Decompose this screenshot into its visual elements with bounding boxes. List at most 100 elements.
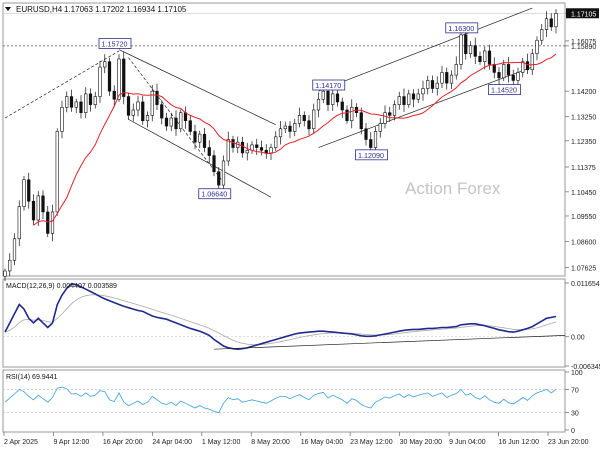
candle-body bbox=[74, 101, 78, 108]
candle-body bbox=[150, 90, 154, 116]
macd-tick-label: 0.011654 bbox=[571, 281, 600, 288]
candle-body bbox=[283, 125, 287, 130]
candle-body bbox=[98, 66, 102, 97]
candle-body bbox=[160, 104, 164, 119]
candle-body bbox=[50, 211, 55, 234]
candle-body bbox=[511, 74, 515, 81]
price-label-text: 1.06640 bbox=[201, 190, 227, 199]
candle-body bbox=[359, 112, 363, 130]
candle-body bbox=[269, 147, 273, 154]
macd-tick-label: -0.006345 bbox=[571, 364, 600, 371]
candle-body bbox=[388, 112, 392, 116]
candle-body bbox=[84, 93, 88, 113]
time-tick-label: 9 Jun 04:00 bbox=[449, 439, 486, 446]
candle-body bbox=[46, 211, 50, 234]
candle-body bbox=[468, 45, 473, 54]
candle-body bbox=[41, 195, 45, 213]
macd-line bbox=[4, 282, 557, 351]
candle-body bbox=[117, 58, 121, 100]
time-tick-label: 16 Jun 12:00 bbox=[499, 439, 540, 446]
candle-body bbox=[478, 56, 482, 62]
time-tick-label: 9 Apr 12:00 bbox=[53, 439, 89, 446]
macd-title: MACD(12,26,9) 0.004407 0.003589 bbox=[6, 283, 117, 290]
candle-body bbox=[198, 133, 202, 143]
candle-body bbox=[316, 98, 321, 111]
candle-body bbox=[278, 128, 283, 138]
candle-body bbox=[487, 50, 492, 65]
candle-body bbox=[483, 50, 487, 62]
candle-body bbox=[240, 141, 245, 154]
rsi-tick-label: 70 bbox=[571, 387, 579, 394]
price-label-box bbox=[198, 188, 232, 200]
price-label-box bbox=[445, 22, 479, 34]
candle-body bbox=[544, 18, 549, 30]
candle-body bbox=[202, 133, 207, 148]
candle-body bbox=[350, 107, 354, 122]
candle-body bbox=[103, 61, 107, 68]
candle-body bbox=[31, 200, 36, 221]
candle-body bbox=[122, 58, 126, 97]
candle-body bbox=[55, 131, 59, 213]
price-tick-label: 1.13250 bbox=[571, 115, 596, 122]
price-label-box bbox=[355, 149, 388, 161]
candle-body bbox=[302, 115, 306, 122]
time-axis: 2 Apr 2025 9 Apr 12:00 16 Apr 20:00 24 Apr … bbox=[3, 432, 589, 446]
candle-body bbox=[549, 18, 553, 28]
price-tick-label: 1.14200 bbox=[571, 89, 596, 96]
candle-body bbox=[131, 109, 135, 116]
time-tick-label: 23 Jun 20:00 bbox=[548, 439, 589, 446]
candle-body bbox=[430, 80, 435, 89]
candle-body bbox=[107, 61, 112, 92]
rsi-tick-label: 100 bbox=[571, 370, 583, 377]
price-tick-label: 1.08600 bbox=[571, 239, 596, 246]
candle-body bbox=[502, 64, 506, 79]
candle-body bbox=[421, 88, 425, 95]
candle-body bbox=[207, 147, 211, 156]
candle-body bbox=[17, 206, 21, 240]
price-label-text: 1.14520 bbox=[491, 86, 517, 95]
current-price-box bbox=[566, 8, 599, 19]
dropdown-triangle-icon[interactable] bbox=[5, 7, 11, 11]
time-tick-label: 1 May 12:00 bbox=[202, 439, 241, 446]
candle-body bbox=[440, 72, 444, 84]
price-annotations: 1.15720 1.06640 1.14170 1.12090 1.16300 1.145… bbox=[98, 22, 521, 200]
price-label-box bbox=[98, 38, 132, 49]
candle-body bbox=[27, 179, 31, 202]
price-tick-label: 1.07625 bbox=[571, 266, 596, 273]
candle-body bbox=[445, 72, 449, 84]
candle-body bbox=[411, 93, 416, 100]
candle-body bbox=[36, 195, 40, 221]
candle-body bbox=[373, 131, 378, 148]
falling-channel-upper bbox=[118, 49, 276, 126]
candle-body bbox=[288, 125, 292, 132]
candle-body bbox=[297, 115, 302, 124]
candle-body bbox=[274, 136, 278, 148]
chart-header-symbol: EURUSD,H4 bbox=[16, 5, 63, 14]
rising-channel-lower bbox=[318, 66, 533, 148]
candle-body bbox=[426, 80, 430, 89]
candle-body bbox=[449, 74, 454, 84]
candle-body bbox=[141, 101, 145, 122]
price-trendlines bbox=[4, 7, 533, 198]
candle-body bbox=[521, 61, 525, 73]
candle-body bbox=[459, 34, 463, 65]
candle-body bbox=[331, 93, 335, 105]
macd-tick-label: 0.00 bbox=[571, 335, 585, 342]
macd-signal-line bbox=[4, 294, 557, 346]
candle-body bbox=[12, 238, 17, 261]
macd-panel: 0.011654 0.00 -0.006345 bbox=[3, 281, 600, 371]
candle-body bbox=[540, 29, 544, 41]
dashed-trendline-down bbox=[128, 57, 224, 183]
candle-body bbox=[364, 128, 368, 140]
candle-body bbox=[307, 120, 311, 130]
candle-body bbox=[335, 93, 340, 103]
candle-body bbox=[506, 64, 511, 76]
candle-body bbox=[193, 131, 197, 143]
candle-body bbox=[126, 96, 131, 116]
candle-body bbox=[326, 90, 330, 105]
watermark: Action Forex bbox=[405, 179, 501, 198]
price-label-text: 1.15720 bbox=[102, 39, 128, 48]
price-grid bbox=[3, 12, 565, 47]
candle-body bbox=[93, 96, 97, 105]
